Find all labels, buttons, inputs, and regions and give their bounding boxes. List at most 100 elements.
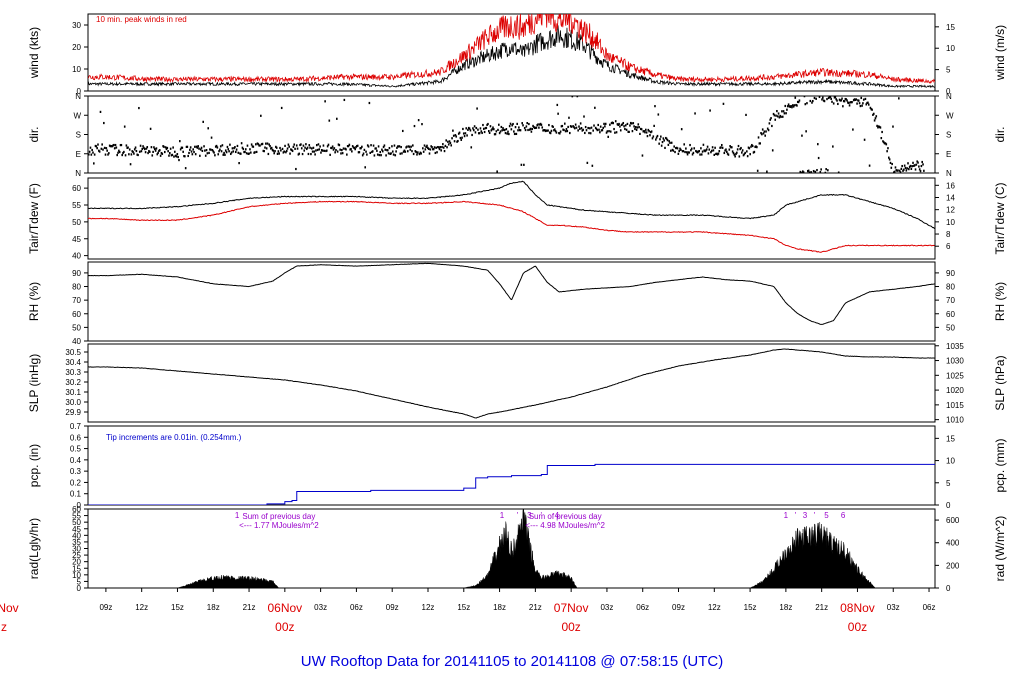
direction-dot (169, 147, 172, 150)
direction-dot (922, 163, 924, 166)
x-tick-label: 18z (493, 603, 506, 612)
direction-dot (115, 146, 118, 149)
direction-dot (304, 146, 306, 149)
direction-dot (247, 152, 250, 155)
direction-dot (246, 144, 249, 147)
direction-dot (771, 149, 774, 152)
direction-dot (633, 125, 635, 128)
direction-dot (822, 99, 825, 102)
direction-dot (774, 118, 777, 121)
direction-dot (406, 150, 409, 153)
direction-dot (417, 151, 419, 154)
y-axis-label-left: rad(Lgly/hr) (27, 518, 41, 579)
direction-dot (695, 150, 698, 153)
direction-dot (690, 149, 692, 152)
y-tick-label-left: 0 (77, 87, 82, 96)
direction-dot (563, 122, 566, 125)
direction-dot (503, 128, 505, 131)
direction-dot (102, 148, 104, 151)
direction-dot (310, 152, 312, 156)
direction-dot (498, 123, 500, 126)
direction-dot (482, 123, 484, 127)
series-line-accumulated-precipitation (88, 463, 935, 505)
direction-dot (498, 132, 501, 135)
direction-dot (483, 130, 486, 134)
direction-dot (822, 96, 824, 99)
direction-dot (632, 122, 635, 125)
direction-dot (380, 154, 382, 157)
radiation-marker-label: 3 (803, 511, 808, 520)
y-tick-label-right: 70 (946, 296, 955, 305)
direction-dot (289, 152, 291, 155)
direction-dot (704, 150, 706, 153)
direction-dot (721, 146, 724, 149)
direction-dot (564, 130, 567, 133)
direction-dot (151, 154, 154, 157)
direction-dot (157, 151, 159, 154)
panel-data (88, 180, 935, 253)
direction-dot (799, 170, 802, 173)
direction-dot (516, 122, 518, 126)
panel-data (88, 96, 925, 173)
panel-wind: 0 10 20 30 0 5 10 15 wind (kts) wind (m/s) 10 min.… (27, 13, 1007, 96)
direction-dot (660, 144, 663, 147)
direction-dot (305, 147, 308, 151)
direction-dot (620, 123, 623, 127)
series-line-wind-speed (88, 24, 935, 89)
direction-dot (518, 129, 521, 132)
direction-dot (472, 127, 474, 130)
direction-dot (753, 150, 756, 154)
direction-dot (439, 146, 442, 149)
direction-dot (603, 122, 605, 125)
y-tick-label-right: 1015 (946, 401, 964, 410)
direction-dot (466, 134, 468, 137)
direction-dot (680, 148, 682, 151)
direction-dot (614, 120, 617, 123)
direction-dot (423, 144, 426, 147)
direction-dot (253, 151, 255, 154)
direction-dot (212, 150, 215, 153)
direction-dot (315, 149, 317, 152)
direction-dot (656, 134, 659, 138)
direction-dot (93, 153, 96, 156)
direction-dot (295, 167, 297, 171)
y-tick-label-right: 0 (946, 87, 951, 96)
direction-dot (240, 142, 243, 145)
direction-dot (447, 140, 449, 143)
direction-dot (365, 150, 367, 153)
direction-dot (372, 144, 375, 147)
direction-dot (352, 146, 355, 149)
direction-dot (258, 144, 260, 147)
radiation-marker-label: 3 (527, 511, 532, 520)
direction-dot (96, 147, 98, 150)
direction-dot (273, 152, 275, 155)
direction-dot (359, 147, 361, 150)
direction-dot (732, 152, 735, 155)
direction-dot (490, 129, 493, 132)
direction-dot (295, 144, 298, 147)
direction-dot (720, 146, 722, 149)
direction-dot (183, 155, 185, 158)
direction-dot (811, 101, 813, 104)
direction-dot (854, 98, 857, 102)
direction-dot (770, 117, 772, 120)
direction-dot (651, 137, 654, 140)
direction-dot (284, 144, 286, 147)
y-tick-label-right: 10 (946, 457, 955, 466)
direction-dot (290, 148, 292, 151)
direction-dot (672, 149, 675, 152)
y-tick-label-right: 0 (946, 501, 951, 510)
direction-dot (276, 152, 279, 155)
direction-dot (788, 105, 791, 108)
direction-dot (593, 124, 595, 127)
direction-dot (515, 132, 518, 136)
direction-dot (462, 132, 465, 135)
direction-dot (280, 149, 282, 152)
direction-dot (638, 126, 640, 129)
direction-dot (549, 132, 552, 135)
direction-dot (425, 145, 427, 148)
direction-dot (291, 149, 294, 153)
direction-dot (644, 131, 646, 134)
direction-dot (873, 119, 876, 122)
direction-dot (98, 150, 101, 153)
